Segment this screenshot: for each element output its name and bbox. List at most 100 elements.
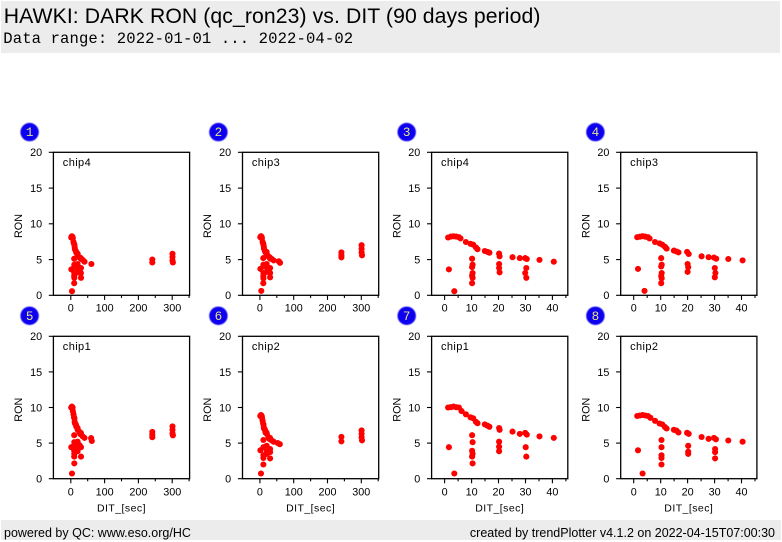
svg-text:40: 40 [735,487,747,499]
svg-text:RON: RON [391,214,403,238]
svg-text:0: 0 [414,474,420,486]
svg-text:8: 8 [592,310,600,324]
svg-text:10: 10 [30,219,42,231]
svg-text:100: 100 [96,487,114,499]
svg-text:100: 100 [96,303,114,315]
svg-text:0: 0 [36,474,42,486]
svg-text:5: 5 [36,254,42,266]
svg-text:chip1: chip1 [441,341,469,353]
svg-text:20: 20 [408,331,420,343]
svg-text:15: 15 [408,367,420,379]
svg-text:0: 0 [442,303,448,315]
svg-text:0: 0 [68,303,74,315]
svg-text:RON: RON [580,398,592,422]
svg-text:RON: RON [202,214,214,238]
svg-text:40: 40 [735,303,747,315]
svg-text:15: 15 [219,367,231,379]
svg-text:30: 30 [709,303,721,315]
svg-text:chip3: chip3 [252,157,280,169]
svg-text:20: 20 [597,331,609,343]
svg-text:200: 200 [129,303,147,315]
svg-text:chip1: chip1 [63,341,91,353]
svg-text:0: 0 [631,303,637,315]
svg-text:0: 0 [631,487,637,499]
svg-text:20: 20 [219,331,231,343]
svg-text:40: 40 [546,303,558,315]
svg-text:300: 300 [163,303,181,315]
svg-text:15: 15 [30,183,42,195]
svg-text:5: 5 [414,254,420,266]
svg-text:40: 40 [546,487,558,499]
svg-text:15: 15 [597,183,609,195]
svg-text:20: 20 [682,303,694,315]
svg-text:0: 0 [68,487,74,499]
svg-text:chip4: chip4 [441,157,469,169]
svg-text:10: 10 [597,402,609,414]
svg-text:20: 20 [30,147,42,159]
svg-text:10: 10 [30,402,42,414]
svg-text:RON: RON [391,398,403,422]
svg-text:chip3: chip3 [630,157,658,169]
svg-text:5: 5 [36,438,42,450]
svg-text:15: 15 [408,183,420,195]
svg-text:15: 15 [219,183,231,195]
svg-text:6: 6 [215,310,223,324]
svg-text:300: 300 [352,303,370,315]
svg-text:0: 0 [257,487,263,499]
svg-text:10: 10 [466,487,478,499]
svg-text:20: 20 [219,147,231,159]
svg-text:10: 10 [219,219,231,231]
svg-text:30: 30 [519,303,531,315]
svg-text:chip2: chip2 [252,341,280,353]
svg-text:0: 0 [225,290,231,302]
svg-text:5: 5 [26,310,34,324]
svg-text:5: 5 [414,438,420,450]
svg-text:0: 0 [225,474,231,486]
svg-text:DIT_[sec]: DIT_[sec] [475,502,524,514]
svg-text:4: 4 [592,126,600,140]
svg-text:10: 10 [219,402,231,414]
svg-text:chip2: chip2 [630,341,658,353]
svg-text:0: 0 [603,290,609,302]
svg-text:10: 10 [408,219,420,231]
svg-text:200: 200 [318,303,336,315]
svg-text:20: 20 [408,147,420,159]
svg-text:15: 15 [30,367,42,379]
svg-text:15: 15 [597,367,609,379]
svg-text:5: 5 [603,438,609,450]
svg-text:30: 30 [519,487,531,499]
svg-text:0: 0 [603,474,609,486]
svg-text:DIT_[sec]: DIT_[sec] [664,502,713,514]
svg-text:200: 200 [318,487,336,499]
svg-text:DIT_[sec]: DIT_[sec] [286,502,335,514]
svg-text:20: 20 [30,331,42,343]
svg-text:20: 20 [682,487,694,499]
svg-text:100: 100 [285,303,303,315]
svg-text:10: 10 [655,303,667,315]
svg-text:chip4: chip4 [63,157,91,169]
svg-text:10: 10 [597,219,609,231]
svg-text:1: 1 [26,126,34,140]
svg-text:5: 5 [603,254,609,266]
svg-text:RON: RON [580,214,592,238]
svg-text:3: 3 [403,126,411,140]
svg-text:2: 2 [215,126,223,140]
svg-text:20: 20 [597,147,609,159]
svg-text:RON: RON [202,398,214,422]
svg-text:10: 10 [655,487,667,499]
svg-text:5: 5 [225,254,231,266]
svg-text:0: 0 [257,303,263,315]
svg-text:5: 5 [225,438,231,450]
svg-text:10: 10 [466,303,478,315]
svg-text:0: 0 [414,290,420,302]
svg-text:RON: RON [13,214,25,238]
svg-text:7: 7 [403,310,411,324]
svg-text:DIT_[sec]: DIT_[sec] [97,502,146,514]
svg-text:300: 300 [352,487,370,499]
svg-text:0: 0 [36,290,42,302]
svg-text:30: 30 [709,487,721,499]
svg-text:RON: RON [13,398,25,422]
svg-text:20: 20 [492,303,504,315]
svg-text:10: 10 [408,402,420,414]
svg-text:20: 20 [492,487,504,499]
